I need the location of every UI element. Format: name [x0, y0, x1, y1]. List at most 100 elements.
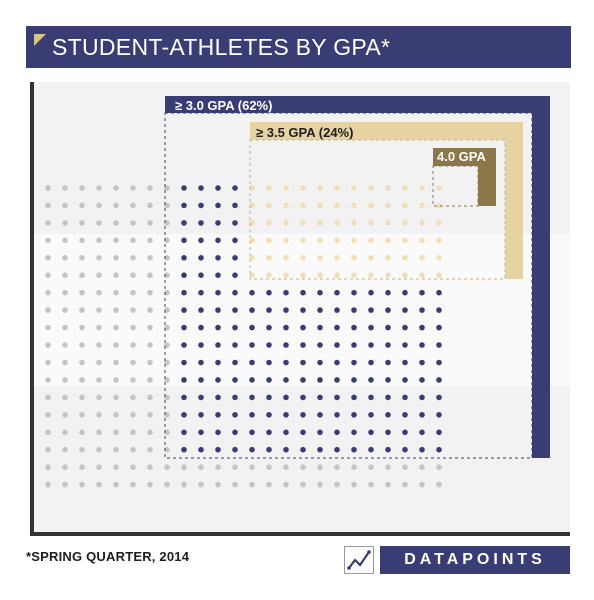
gray-dot: [215, 481, 221, 488]
gray-dot: [113, 202, 119, 209]
gray-dot: [164, 481, 170, 488]
gray-dot: [232, 481, 238, 488]
gray-dot: [96, 254, 102, 261]
gray-dot: [62, 429, 68, 436]
navy-dot: [181, 429, 187, 436]
navy-dot: [215, 412, 221, 418]
navy-dot: [385, 342, 391, 348]
gray-dot: [96, 429, 102, 436]
navy-dot: [334, 289, 340, 296]
navy-dot: [368, 307, 374, 313]
navy-dot: [402, 429, 408, 436]
navy-dot: [266, 377, 272, 383]
tan-dot: [317, 237, 323, 244]
gray-dot: [198, 481, 204, 488]
navy-dot: [317, 429, 323, 436]
tan-dot: [385, 185, 391, 191]
navy-dot: [436, 307, 442, 313]
gray-dot: [317, 481, 323, 488]
tan-dot: [351, 272, 357, 279]
tan-dot: [249, 185, 255, 191]
navy-dot: [368, 429, 374, 436]
tan-dot: [334, 220, 340, 226]
gray-dot: [164, 446, 170, 453]
tan-dot: [402, 185, 408, 191]
gray-dot: [164, 307, 170, 313]
tan-dot: [351, 254, 357, 261]
navy-dot: [368, 377, 374, 383]
gray-dot: [300, 464, 306, 471]
navy-dot: [215, 272, 221, 279]
navy-dot: [385, 446, 391, 453]
gray-dot: [79, 412, 85, 418]
gray-dot: [62, 272, 68, 279]
navy-dot: [436, 324, 442, 331]
tan-dot: [402, 202, 408, 209]
gray-dot: [45, 429, 51, 436]
gray-dot: [62, 185, 68, 191]
gray-dot: [79, 342, 85, 348]
navy-dot: [351, 324, 357, 331]
navy-dot: [266, 394, 272, 401]
tan-dot: [317, 220, 323, 226]
navy-dot: [181, 412, 187, 418]
gray-dot: [79, 394, 85, 401]
tan-dot: [436, 272, 442, 279]
gray-dot: [147, 429, 153, 436]
tan-dot: [300, 202, 306, 209]
navy-dot: [215, 429, 221, 436]
gray-dot: [300, 481, 306, 488]
tan-dot: [419, 185, 425, 191]
gray-dot: [113, 307, 119, 313]
navy-dot: [198, 254, 204, 261]
gray-dot: [113, 394, 119, 401]
gray-dot: [62, 394, 68, 401]
navy-dot: [317, 446, 323, 453]
tan-dot: [436, 237, 442, 244]
tan-dot: [402, 220, 408, 226]
gray-dot: [385, 481, 391, 488]
tan-dot: [385, 254, 391, 261]
gray-dot: [130, 185, 136, 191]
navy-dot: [317, 324, 323, 331]
gray-dot: [368, 481, 374, 488]
gray-dot: [79, 272, 85, 279]
gray-dot: [62, 324, 68, 331]
navy-dot: [249, 394, 255, 401]
navy-dot: [198, 394, 204, 401]
gray-dot: [79, 289, 85, 296]
navy-dot: [385, 429, 391, 436]
navy-dot: [385, 359, 391, 366]
tan-dot: [334, 272, 340, 279]
gray-dot: [45, 237, 51, 244]
navy-dot: [266, 412, 272, 418]
gray-dot: [113, 359, 119, 366]
tan-dot: [317, 185, 323, 191]
navy-dot: [334, 446, 340, 453]
navy-dot: [351, 429, 357, 436]
navy-dot: [419, 307, 425, 313]
navy-dot: [368, 446, 374, 453]
navy-dot: [215, 289, 221, 296]
navy-dot: [215, 324, 221, 331]
navy-dot: [351, 412, 357, 418]
gray-dot: [62, 289, 68, 296]
gray-dot: [79, 237, 85, 244]
gray-dot: [130, 237, 136, 244]
navy-dot: [283, 289, 289, 296]
navy-dot: [232, 342, 238, 348]
navy-dot: [215, 377, 221, 383]
gray-dot: [79, 202, 85, 209]
gray-dot: [164, 272, 170, 279]
tan-dot: [334, 202, 340, 209]
tan-dot: [317, 202, 323, 209]
gray-dot: [147, 412, 153, 418]
gray-dot: [96, 202, 102, 209]
gray-dot: [79, 446, 85, 453]
navy-dot: [181, 342, 187, 348]
gray-dot: [164, 429, 170, 436]
tan-dot: [300, 185, 306, 191]
gray-dot: [62, 481, 68, 488]
navy-dot: [215, 185, 221, 191]
gray-dot: [385, 464, 391, 471]
